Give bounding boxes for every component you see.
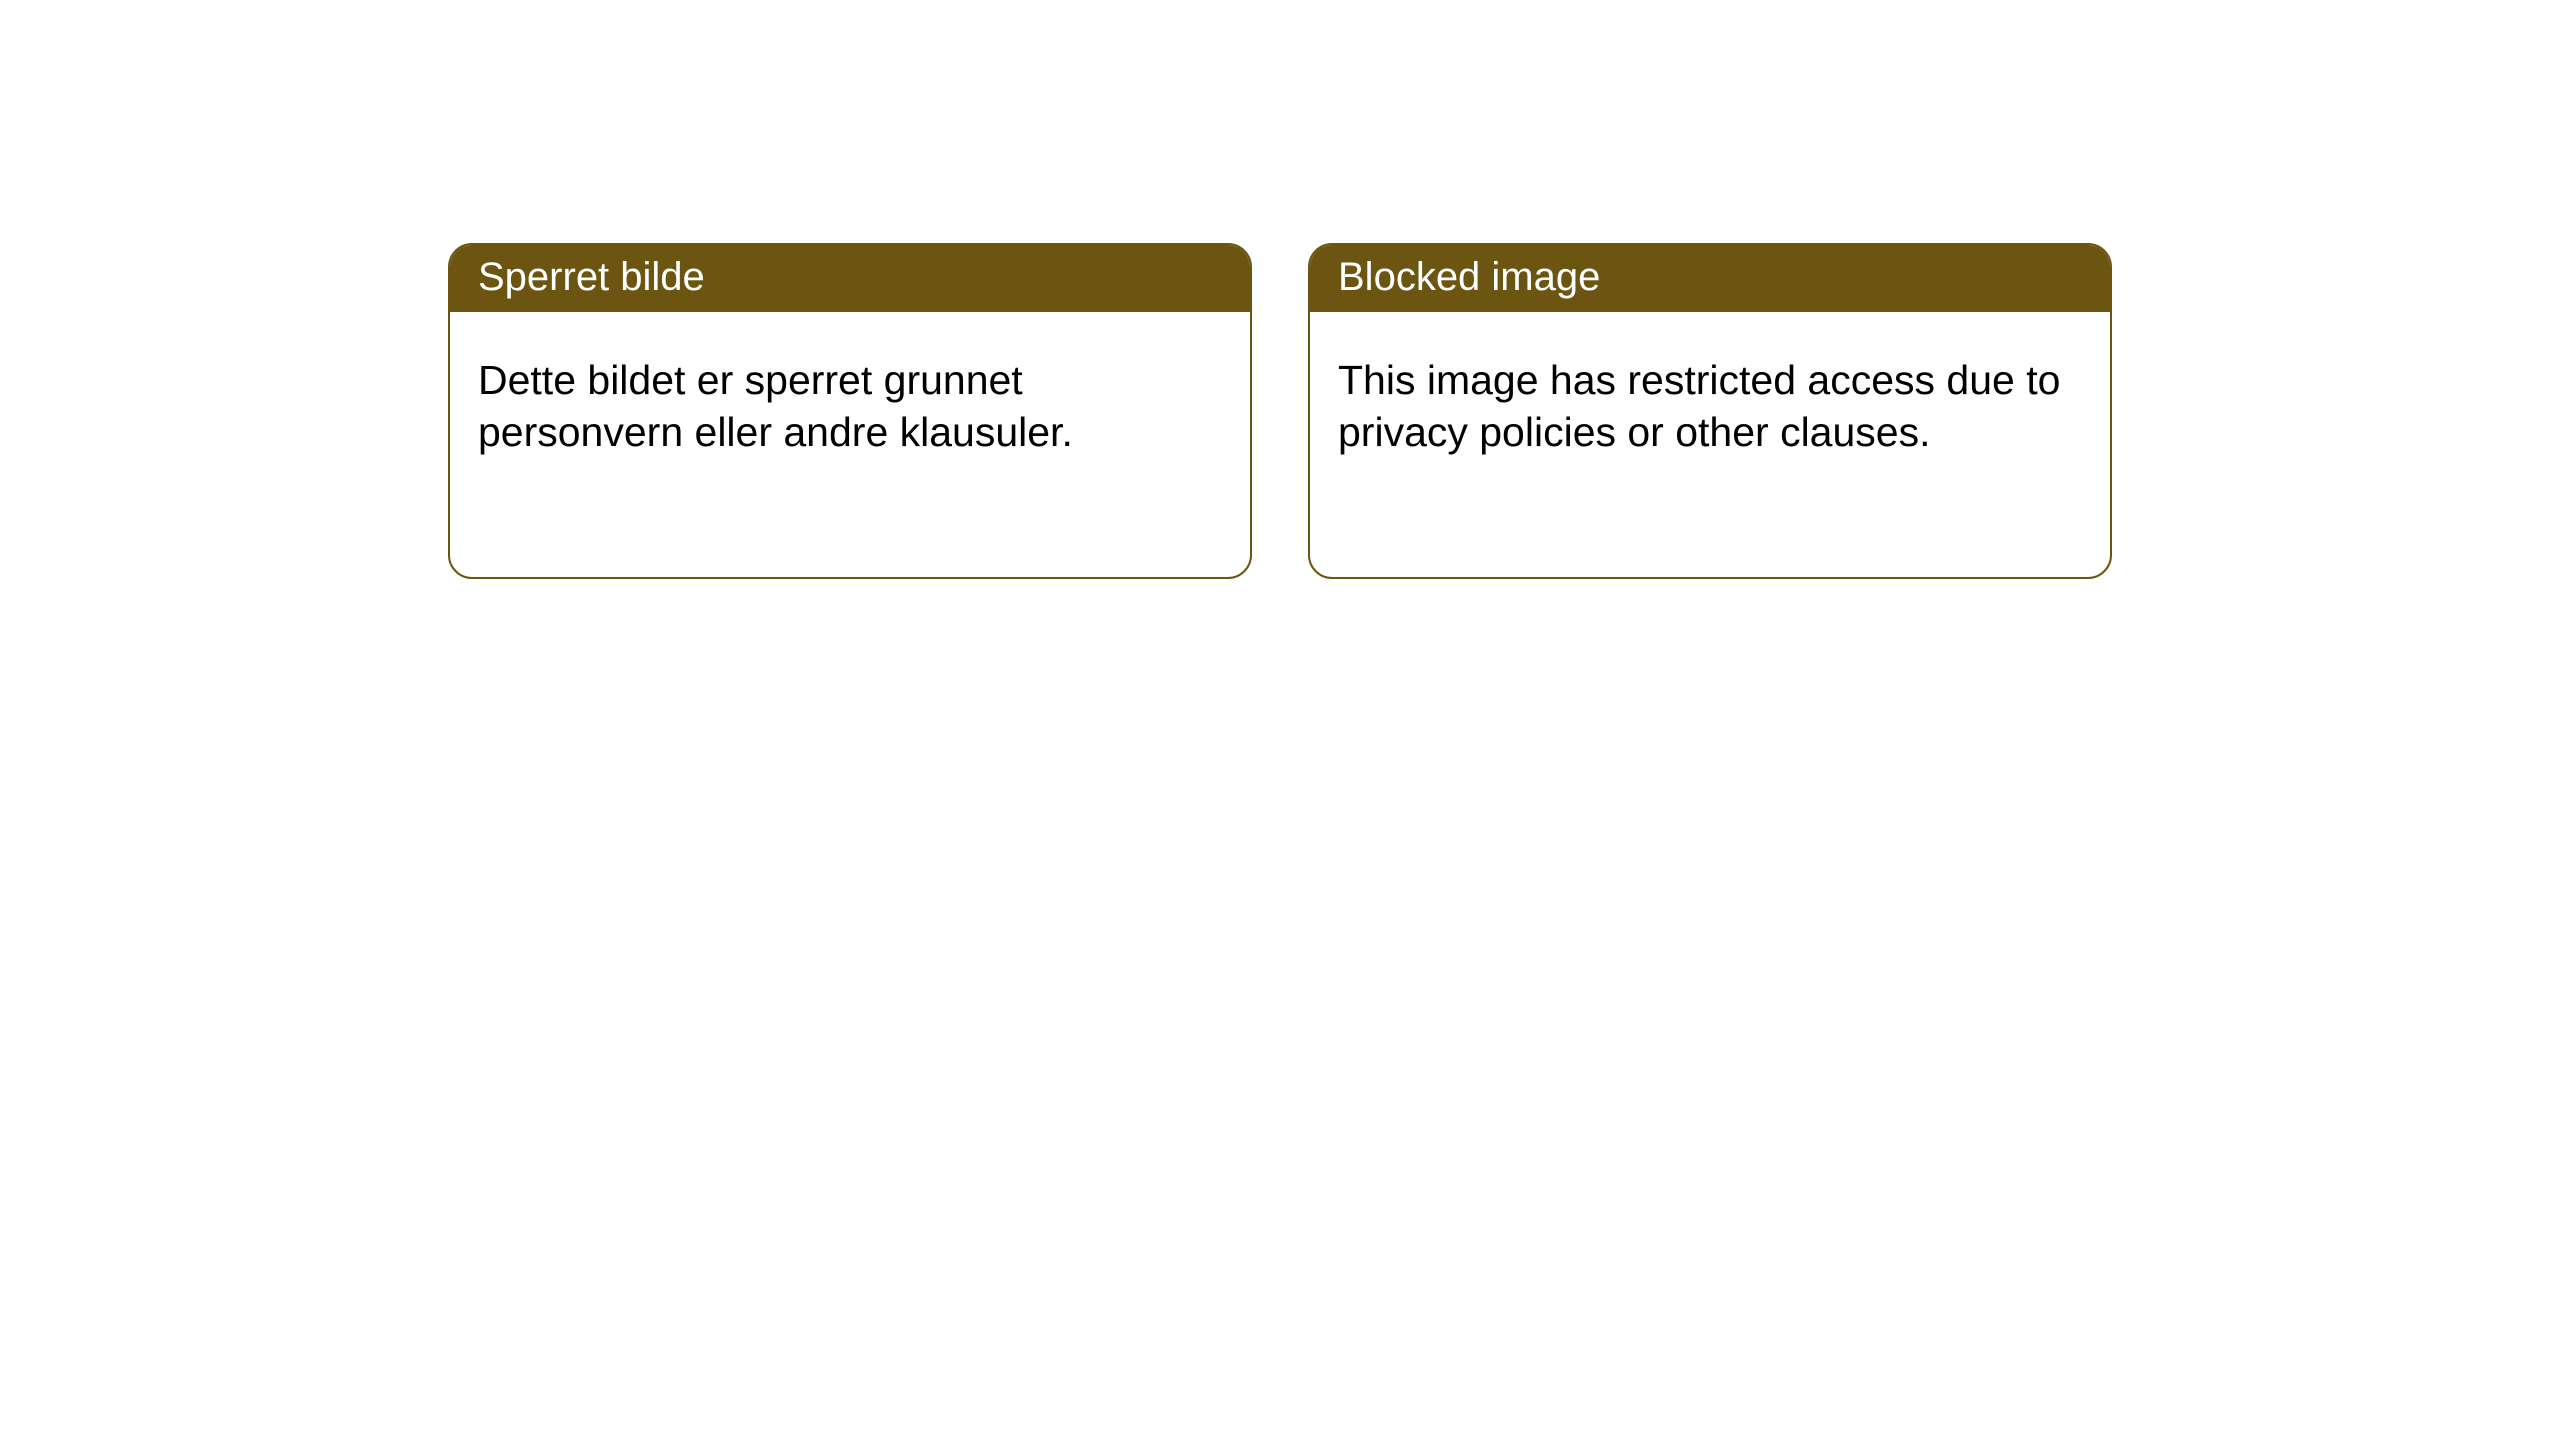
card-body-no: Dette bildet er sperret grunnet personve… [450,312,1250,487]
card-header-en: Blocked image [1310,245,2110,312]
card-header-no: Sperret bilde [450,245,1250,312]
blocked-image-card-no: Sperret bilde Dette bildet er sperret gr… [448,243,1252,579]
blocked-image-card-en: Blocked image This image has restricted … [1308,243,2112,579]
cards-container: Sperret bilde Dette bildet er sperret gr… [0,0,2560,579]
card-body-en: This image has restricted access due to … [1310,312,2110,487]
